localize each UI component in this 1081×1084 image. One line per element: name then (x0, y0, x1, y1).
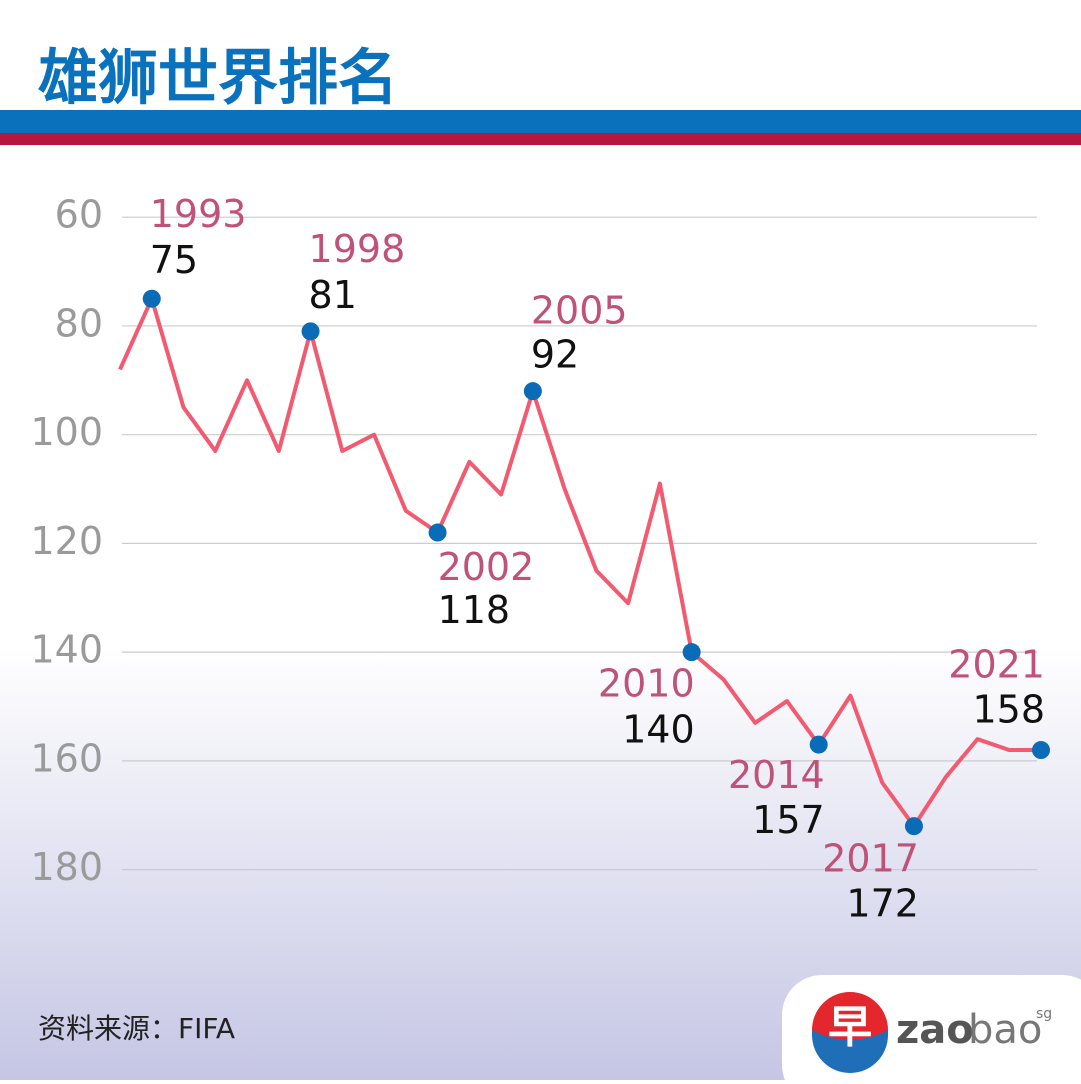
y-tick-label: 160 (30, 736, 103, 780)
y-tick-label: 80 (55, 301, 103, 345)
year-label: 1998 (309, 227, 406, 271)
y-tick-label: 60 (55, 193, 103, 237)
year-label: 2005 (531, 289, 628, 333)
year-label: 2002 (438, 545, 535, 589)
marker (523, 382, 542, 401)
logo-superscript: sg (1036, 1006, 1052, 1022)
year-label: 2014 (728, 753, 825, 797)
logo-wave (812, 1030, 888, 1073)
y-tick-label: 120 (30, 519, 103, 563)
y-tick-label: 140 (30, 628, 103, 672)
marker (1032, 741, 1050, 760)
value-label: 172 (846, 882, 919, 926)
chart-title: 雄狮世界排名 (38, 44, 398, 114)
value-label: 140 (622, 708, 695, 752)
value-label: 92 (531, 333, 579, 377)
logo-text: zao (896, 1007, 974, 1053)
y-tick-label: 100 (30, 410, 103, 454)
value-label: 118 (438, 588, 511, 632)
year-label: 2010 (598, 662, 695, 706)
logo: 早 zao bao sg (782, 975, 1081, 1084)
value-label: 81 (309, 273, 357, 317)
marker (904, 817, 923, 836)
value-label: 158 (972, 688, 1045, 732)
marker (142, 289, 161, 308)
year-label: 2021 (948, 643, 1045, 687)
source: 资料来源：FIFA (38, 1012, 235, 1045)
year-label: 2017 (822, 837, 919, 881)
y-tick-label: 180 (30, 845, 103, 889)
marker (301, 322, 320, 341)
line (118, 296, 1041, 829)
red-band (0, 133, 1081, 145)
logo-mark: 早 (828, 1002, 872, 1053)
value-label: 75 (150, 238, 198, 282)
value-label: 157 (752, 798, 825, 842)
marker (428, 523, 447, 542)
marker (809, 735, 828, 754)
marker (682, 643, 701, 662)
logo-text-2: bao (968, 1007, 1042, 1053)
blue-band (0, 110, 1081, 134)
year-label: 1993 (150, 192, 247, 236)
